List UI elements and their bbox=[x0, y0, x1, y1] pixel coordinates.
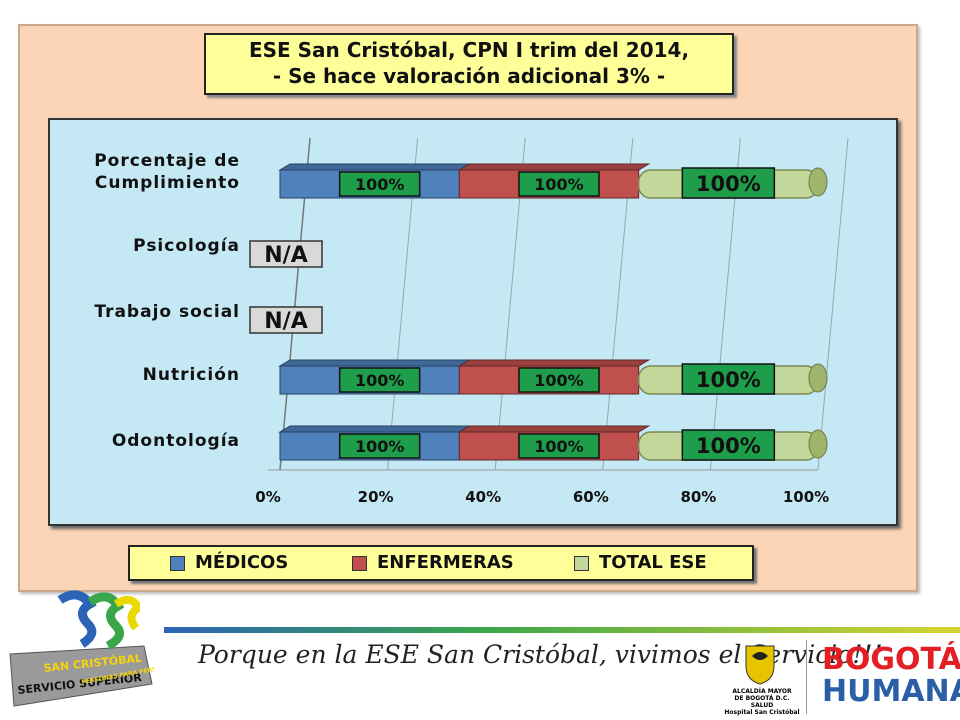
x-tick-label: 60% bbox=[573, 488, 609, 506]
data-label: 100% bbox=[534, 175, 583, 194]
plot-area: 0% 20% 40% 60% 80% 100% Porcentaje de Cumplimie… bbox=[48, 118, 898, 526]
humana-text: HUMANA bbox=[822, 674, 960, 709]
x-tick-label: 80% bbox=[680, 488, 716, 506]
bar-cap-2 bbox=[808, 363, 828, 393]
x-tick-label: 20% bbox=[358, 488, 394, 506]
data-label-box bbox=[338, 433, 421, 459]
category-label: Psicología bbox=[133, 236, 240, 256]
footer-slogan: Porque en la ESE San Cristóbal, vivimos … bbox=[198, 640, 883, 669]
na-box bbox=[249, 240, 323, 268]
category-label: Nutrición bbox=[143, 365, 240, 385]
footer-divider bbox=[164, 627, 960, 633]
legend-swatch-total-ese bbox=[574, 555, 589, 571]
bar-cap-2 bbox=[808, 167, 828, 197]
alcaldia-line-1: ALCALDÍA MAYOR bbox=[732, 688, 792, 695]
category-label: Porcentaje de bbox=[94, 151, 240, 171]
x-tick-label: 100% bbox=[783, 488, 829, 506]
ese-mark-icon bbox=[57, 590, 140, 650]
data-label-box bbox=[338, 367, 421, 393]
legend-label-medicos: MÉDICOS bbox=[195, 552, 289, 573]
data-label-box bbox=[338, 171, 421, 197]
legend-label-enfermeras: ENFERMERAS bbox=[377, 552, 514, 573]
na-label: N/A bbox=[264, 243, 307, 268]
footer-separator bbox=[806, 640, 807, 714]
data-label-box bbox=[518, 367, 600, 393]
data-label-box bbox=[681, 363, 776, 395]
alcaldia-line-4: Hospital San Cristóbal bbox=[724, 709, 800, 716]
na-box bbox=[249, 306, 323, 334]
bar-top-1 bbox=[457, 425, 651, 433]
legend-item-enfermeras: ENFERMERAS bbox=[352, 552, 514, 573]
legend-label-total-ese: TOTAL ESE bbox=[599, 552, 707, 573]
x-tick-label: 40% bbox=[465, 488, 501, 506]
x-tick-label: 0% bbox=[255, 488, 280, 506]
gridline bbox=[817, 137, 849, 471]
legend: MÉDICOS ENFERMERAS TOTAL ESE bbox=[128, 545, 754, 581]
bogota-text: BOGOTÁ bbox=[822, 642, 960, 677]
bogota-coat-of-arms-icon bbox=[745, 645, 775, 685]
ese-logo: SAN CRISTÓBAL SERVICIO SUPERIOR PERSONAS… bbox=[4, 644, 176, 714]
category-label: Cumplimiento bbox=[95, 173, 240, 193]
alcaldia-line-2: DE BOGOTÁ D.C. bbox=[734, 695, 790, 702]
data-label: 100% bbox=[355, 371, 404, 390]
bar-top-0 bbox=[278, 163, 472, 171]
alcaldia-label: ALCALDÍA MAYOR DE BOGOTÁ D.C. SALUD Hosp… bbox=[724, 688, 800, 716]
data-label: 100% bbox=[355, 175, 404, 194]
category-label: Odontología bbox=[112, 431, 240, 451]
legend-swatch-enfermeras bbox=[352, 555, 367, 571]
data-label-box bbox=[518, 433, 600, 459]
data-label: 100% bbox=[534, 437, 583, 456]
bar-top-1 bbox=[457, 163, 651, 171]
bar-chart: 0% 20% 40% 60% 80% 100% Porcentaje deCumplimie… bbox=[94, 137, 849, 506]
legend-swatch-medicos bbox=[170, 555, 185, 571]
data-label: 100% bbox=[355, 437, 404, 456]
bar-cap-2 bbox=[808, 429, 828, 459]
na-label: N/A bbox=[264, 309, 307, 334]
data-label: 100% bbox=[534, 371, 583, 390]
legend-item-medicos: MÉDICOS bbox=[170, 552, 288, 573]
chart-title: ESE San Cristóbal, CPN I trim del 2014, … bbox=[204, 33, 734, 95]
data-label: 100% bbox=[696, 368, 761, 392]
data-label-box bbox=[681, 429, 776, 461]
data-label: 100% bbox=[696, 172, 761, 196]
legend-item-total-ese: TOTAL ESE bbox=[574, 552, 707, 573]
data-label-box bbox=[681, 167, 776, 199]
bar-top-0 bbox=[278, 425, 472, 433]
alcaldia-line-3: SALUD bbox=[750, 702, 774, 709]
category-label: Trabajo social bbox=[94, 302, 240, 322]
bogota-humana-logo: BOGOTÁ HUMANA bbox=[822, 644, 960, 708]
title-line-1: ESE San Cristóbal, CPN I trim del 2014, bbox=[248, 38, 690, 62]
data-label-box bbox=[518, 171, 600, 197]
bar-top-1 bbox=[457, 359, 651, 367]
bar-top-0 bbox=[278, 359, 472, 367]
title-line-2: - Se hace valoración adicional 3% - bbox=[272, 64, 666, 88]
data-label: 100% bbox=[696, 434, 761, 458]
